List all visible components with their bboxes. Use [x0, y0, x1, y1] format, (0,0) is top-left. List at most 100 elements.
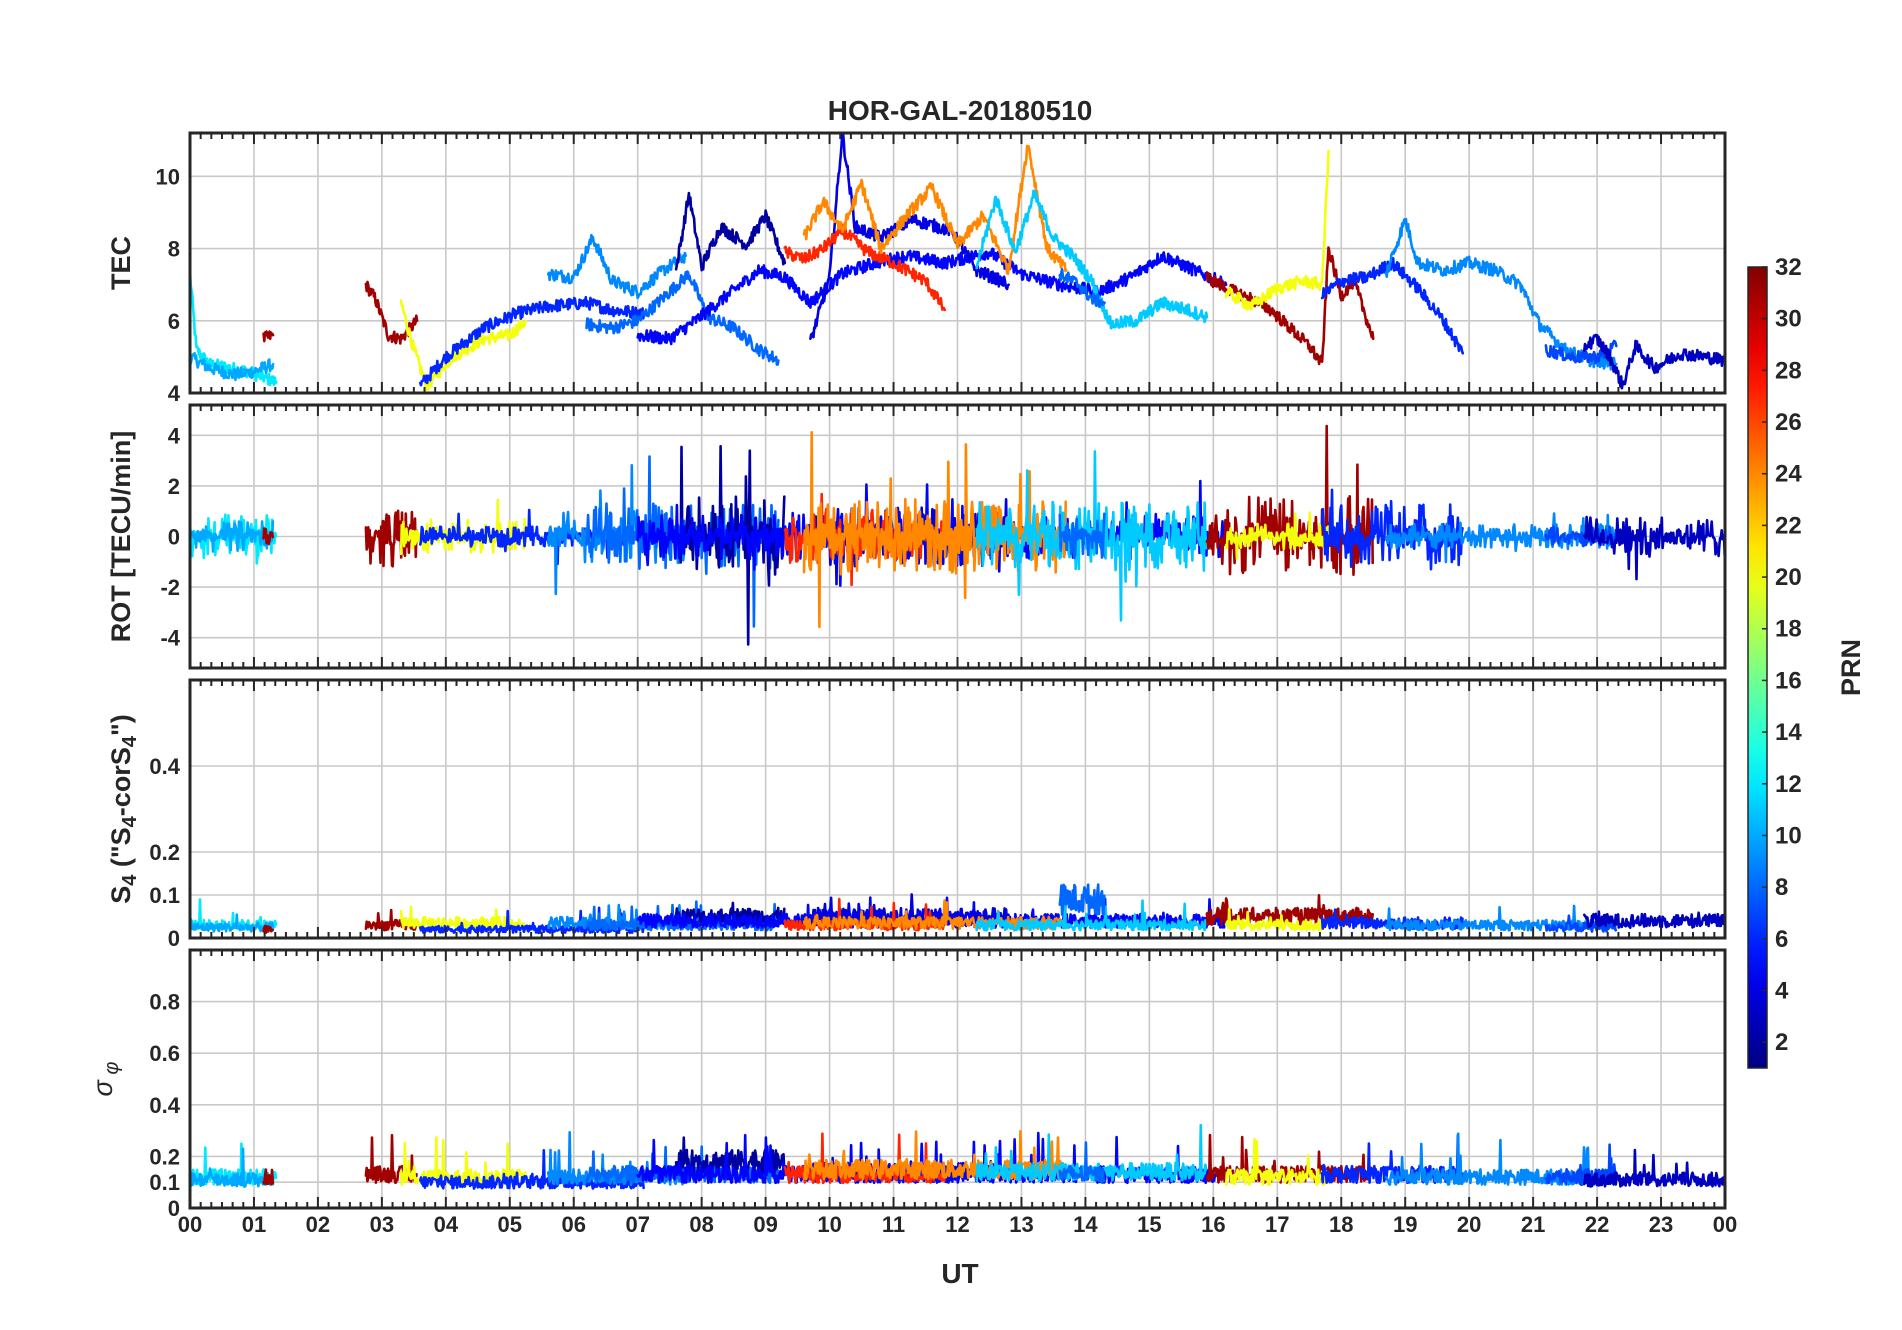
y-label-part: S — [106, 886, 136, 904]
minor-ticks-sigphi — [189, 950, 1726, 1208]
x-tick-label: 02 — [306, 1212, 330, 1237]
y-label-part: ("S — [106, 827, 136, 874]
x-tick-label: 09 — [753, 1212, 777, 1237]
grid-s4 — [190, 680, 1725, 938]
x-tick-label: 16 — [1201, 1212, 1225, 1237]
panel-sigphi: 00.10.2 0.4 0.6 0.8 σ φ — [88, 948, 1727, 1221]
colorbar-tick-label: 6 — [1775, 926, 1788, 953]
colorbar-tick-label: 4 — [1775, 977, 1789, 1004]
series-prn-8-tec — [585, 270, 780, 366]
colorbar-tick-label: 2 — [1775, 1029, 1788, 1056]
series-prn-31-s4 — [262, 924, 275, 934]
y-tick-label-sigphi: 0.8 — [149, 990, 180, 1015]
y-tick-label-sigphi: 0.1 — [149, 1170, 180, 1195]
x-tick-label: 08 — [689, 1212, 713, 1237]
x-tick-label: 22 — [1585, 1212, 1609, 1237]
colorbar-tick-label: 18 — [1775, 616, 1802, 643]
x-tick-label: 10 — [817, 1212, 841, 1237]
x-tick-label: 20 — [1457, 1212, 1481, 1237]
x-tick-label: 15 — [1137, 1212, 1161, 1237]
x-tick-label: 03 — [370, 1212, 394, 1237]
series-prn-7-s4 — [1544, 914, 1618, 933]
panel-tec: 4 6 8 10 TEC — [106, 131, 1727, 406]
y-label-part: 4 — [119, 815, 141, 827]
colorbar-tick-label: 32 — [1775, 254, 1802, 281]
series-prn-24-tec — [802, 144, 1068, 275]
y-label-part: 4 — [119, 735, 141, 747]
y-tick-label-rot: 0 — [168, 525, 180, 550]
series-prn-8-sigphi — [1058, 1141, 1106, 1184]
x-tick-label: 23 — [1649, 1212, 1673, 1237]
series-prn-31-tec — [1205, 246, 1375, 366]
panel-rot: -4 -2 0 2 4 ROT [TECU/min] — [106, 403, 1727, 670]
traces-sigphi — [190, 1123, 1725, 1190]
x-tick-label: 07 — [625, 1212, 649, 1237]
colorbar-tick-label: 22 — [1775, 512, 1802, 539]
colorbar-gradient — [1747, 266, 1768, 1069]
y-tick-label-rot: 2 — [168, 474, 180, 499]
series-prn-20-rot — [1224, 511, 1330, 560]
y-axis-label-s4: S4 ("S4-corS4") — [106, 714, 141, 904]
y-axis-label-tec: TEC — [106, 236, 136, 290]
x-tick-label: 17 — [1265, 1212, 1289, 1237]
y-tick-label-sigphi: 0 — [168, 1196, 180, 1221]
traces-s4 — [190, 883, 1725, 935]
series-prn-4-tec — [809, 133, 1010, 340]
x-tick-label: 13 — [1009, 1212, 1033, 1237]
x-axis-label: UT — [941, 1258, 978, 1289]
x-tick-label: 06 — [562, 1212, 586, 1237]
series-prn-6-tec — [419, 295, 646, 387]
y-tick-label-tec: 10 — [156, 164, 180, 189]
colorbar-tick-label: 24 — [1775, 461, 1802, 488]
series-prn-3-tec — [1583, 333, 1725, 390]
series-prn-8-tec — [1058, 268, 1106, 308]
y-tick-label-rot: -2 — [160, 575, 180, 600]
y-tick-label-tec: 4 — [168, 381, 181, 406]
series-prn-20-tec — [1224, 149, 1330, 311]
x-tick-label: 18 — [1329, 1212, 1353, 1237]
series-prn-6-tec — [1320, 257, 1465, 355]
y-tick-label-tec: 6 — [168, 309, 180, 334]
x-tick-label: 00 — [178, 1212, 202, 1237]
series-prn-10-s4 — [190, 913, 275, 933]
y-tick-label-tec: 8 — [168, 237, 180, 262]
series-prn-12-tec — [190, 270, 278, 387]
series-prn-31-rot — [262, 527, 275, 546]
colorbar-tick-label: 12 — [1775, 771, 1802, 798]
minor-ticks-rot — [189, 405, 1726, 668]
traces-rot — [190, 424, 1725, 646]
y-tick-label-rot: -4 — [160, 626, 180, 651]
series-prn-20-sigphi — [399, 1136, 527, 1186]
x-tick-label: 12 — [945, 1212, 969, 1237]
y-axis-label-sigphi: σ φ — [88, 1062, 123, 1097]
colorbar-tick-label: 20 — [1775, 564, 1802, 591]
grid-tec — [190, 133, 1725, 393]
series-prn-8-rot — [1058, 512, 1106, 560]
y-tick-label-s4: 0 — [168, 926, 180, 951]
colorbar-label: PRN — [1836, 639, 1866, 696]
panel-s4: 00.10.20.4S4 ("S4-corS4") — [106, 678, 1727, 951]
x-tick-label: 21 — [1521, 1212, 1545, 1237]
series-prn-20-s4 — [1224, 907, 1330, 932]
series-prn-11-tec — [975, 189, 1209, 330]
colorbar-tick-label: 8 — [1775, 874, 1788, 901]
y-tick-label-s4: 0.4 — [149, 754, 180, 779]
colorbar-tick-label: 30 — [1775, 306, 1802, 333]
y-tick-label-sigphi: 0.2 — [149, 1144, 180, 1169]
colorbar-tick-label: 14 — [1775, 719, 1802, 746]
series-prn-2-tec — [674, 191, 787, 272]
traces-tec — [190, 133, 1725, 391]
y-label-part: σ — [88, 1078, 118, 1096]
series-prn-10-sigphi — [190, 1147, 275, 1188]
y-tick-label-s4: 0.1 — [149, 883, 180, 908]
x-tick-label: 19 — [1393, 1212, 1417, 1237]
series-prn-9-s4 — [1384, 904, 1617, 932]
x-tick-label: 00 — [1713, 1212, 1737, 1237]
colorbar-tick-label: 16 — [1775, 667, 1802, 694]
series-prn-10-tec — [190, 351, 275, 382]
series-prn-5-tec — [636, 247, 1228, 346]
series-prn-3-rot — [1583, 515, 1725, 581]
x-tick-label: 05 — [498, 1212, 522, 1237]
